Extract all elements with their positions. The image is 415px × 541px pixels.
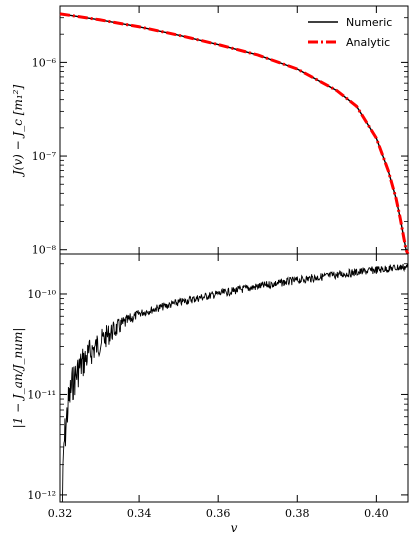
bottom-series-group	[61, 263, 409, 503]
bottom-xtick-label: 0.34	[127, 507, 152, 520]
bottom-xtick-label: 0.32	[48, 507, 73, 520]
analytic-line	[59, 12, 410, 255]
bottom-y-axis-label: |1 − J_an/J_num|	[11, 328, 25, 429]
bottom-xtick-label: 0.36	[206, 507, 231, 520]
top-ytick-label: 10⁻⁷	[32, 150, 57, 163]
bottom-xtick-label: 0.38	[285, 507, 310, 520]
top-panel: 10⁻⁸ 10⁻⁷ 10⁻⁶ J(v) − J_c [m₁²] Numeric Ana…	[11, 5, 410, 257]
bottom-ytick-label: 10⁻¹²	[27, 489, 56, 502]
bottom-ticks: 10⁻¹² 10⁻¹¹ 10⁻¹⁰ 0.32 0.34 0.36 0.38 0.40	[27, 254, 408, 520]
top-y-axis-label: J(v) − J_c [m₁²]	[11, 85, 25, 179]
legend-label-numeric: Numeric	[346, 16, 392, 29]
bottom-plot-frame	[59, 253, 409, 503]
relative-error-line	[61, 263, 409, 503]
top-ytick-label: 10⁻⁸	[32, 244, 57, 257]
top-ytick-label: 10⁻⁶	[32, 56, 57, 69]
bottom-ytick-label: 10⁻¹⁰	[27, 288, 56, 301]
bottom-ytick-label: 10⁻¹¹	[27, 388, 56, 401]
legend-label-analytic: Analytic	[346, 36, 390, 49]
top-series-group	[59, 12, 410, 255]
top-ticks: 10⁻⁸ 10⁻⁷ 10⁻⁶	[32, 5, 408, 257]
numeric-line	[59, 13, 409, 255]
bottom-xtick-label: 0.40	[364, 507, 389, 520]
bottom-panel: 10⁻¹² 10⁻¹¹ 10⁻¹⁰ 0.32 0.34 0.36 0.38 0.40 |1 −…	[11, 253, 409, 535]
legend: Numeric Analytic	[308, 16, 392, 49]
bottom-x-axis-label: v	[231, 521, 238, 535]
